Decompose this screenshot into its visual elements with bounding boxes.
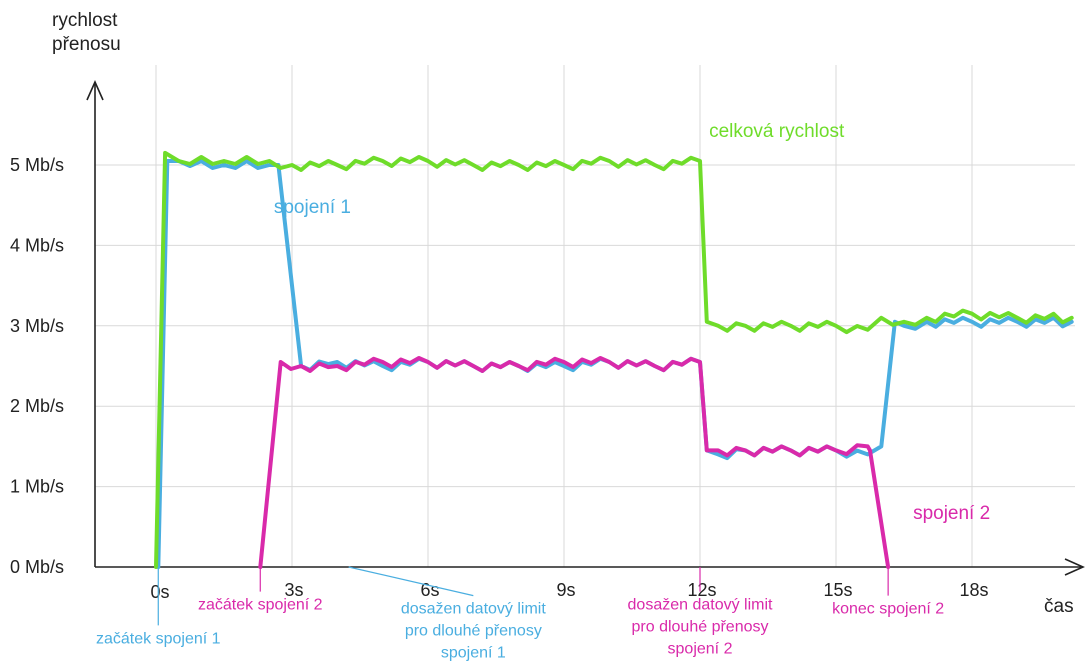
x-tick-label: 3s — [284, 580, 303, 600]
y-tick-label: 5 Mb/s — [10, 155, 64, 175]
y-axis-title-line: rychlost — [52, 10, 118, 31]
series-line-2 — [258, 356, 891, 569]
y-tick-label: 2 Mb/s — [10, 396, 64, 416]
series-label: spojení 2 — [913, 503, 990, 524]
x-tick-label: 6s — [420, 580, 439, 600]
annotation-leader-line — [348, 566, 474, 597]
y-tick-label: 0 Mb/s — [10, 557, 64, 577]
annotation-text: dosažen datový limit — [401, 601, 547, 618]
series-label: spojení 1 — [274, 197, 351, 218]
series-label: celková rychlost — [709, 121, 845, 142]
series-line-0 — [154, 150, 1074, 569]
annotation-text: pro dlouhé přenosy — [632, 619, 769, 636]
x-tick-label: 18s — [959, 580, 988, 600]
x-axis-arrow-icon — [1064, 558, 1085, 576]
grid — [95, 65, 1075, 567]
annotation-text: dosažen datový limit — [628, 597, 774, 614]
y-axis-title-line: přenosu — [52, 34, 121, 55]
annotation-text: spojení 1 — [441, 645, 506, 662]
labels: celková rychlost spojení 1 spojení 2 začáte… — [96, 121, 990, 662]
annotation-text: začátek spojení 2 — [198, 597, 323, 614]
axes: rychlost přenosu čas 0 Mb/s 1 Mb/s 2 Mb/s 3 Mb… — [10, 10, 1085, 617]
x-tick-label: 15s — [823, 580, 852, 600]
annotation-text: konec spojení 2 — [832, 601, 944, 618]
y-tick-label: 4 Mb/s — [10, 235, 64, 255]
x-tick-label: 0s — [150, 582, 169, 602]
y-tick-label: 1 Mb/s — [10, 477, 64, 497]
series-lines — [154, 150, 1074, 569]
annotation-text: začátek spojení 1 — [96, 630, 221, 647]
annotation-text: spojení 2 — [668, 641, 733, 658]
y-tick-label: 3 Mb/s — [10, 316, 64, 336]
x-tick-label: 12s — [687, 580, 716, 600]
annotation-text: pro dlouhé přenosy — [405, 623, 542, 640]
y-axis-arrow-icon — [86, 80, 104, 101]
x-axis-title: čas — [1044, 596, 1074, 617]
x-tick-label: 9s — [556, 580, 575, 600]
